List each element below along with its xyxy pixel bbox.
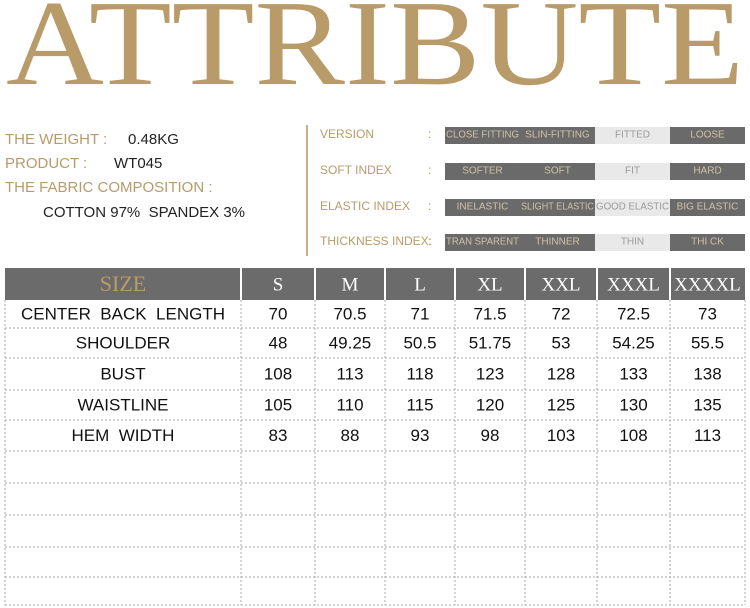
option-selected xyxy=(595,163,670,180)
attribute-label: THICKNESS INDEX: xyxy=(320,234,432,248)
cell-value: 49.25 xyxy=(329,333,372,352)
cell-value: 110 xyxy=(336,395,363,414)
row-label: CENTER BACK LENGTH xyxy=(21,304,225,323)
cell-value: 50.5 xyxy=(403,333,436,352)
option xyxy=(445,234,520,251)
cell-value: 83 xyxy=(269,426,288,445)
separator: : xyxy=(428,199,431,213)
option-label: FIT xyxy=(625,166,640,177)
cell-value: 73 xyxy=(698,304,717,323)
option xyxy=(520,127,595,144)
column-header: XL xyxy=(477,274,502,295)
info-label: THE WEIGHT : xyxy=(5,131,107,148)
option xyxy=(445,127,520,144)
cell-value: 135 xyxy=(693,395,721,414)
cell-value: 133 xyxy=(619,364,647,383)
option xyxy=(520,163,595,180)
cell-value: 72 xyxy=(552,304,571,323)
cell-value: 138 xyxy=(693,364,721,383)
cell-value: 71.5 xyxy=(473,304,506,323)
cell-value: 88 xyxy=(341,426,360,445)
separator: : xyxy=(428,234,431,248)
cell-value: 103 xyxy=(547,426,575,445)
cell-value: 115 xyxy=(406,395,433,414)
attribute-label: VERSION xyxy=(320,127,374,141)
info-value: 0.48KG xyxy=(128,131,179,148)
column-header: M xyxy=(342,274,359,295)
cell-value: 128 xyxy=(547,364,575,383)
cell-value: 70.5 xyxy=(333,304,366,323)
cell-value: 130 xyxy=(619,395,647,414)
cell-value: 113 xyxy=(336,364,363,383)
row-label: WAISTLINE xyxy=(78,395,169,414)
option-selected xyxy=(595,127,670,144)
column-header: XXXL xyxy=(607,274,660,295)
row-label: HEM WIDTH xyxy=(72,426,175,445)
column-header: SIZE xyxy=(100,271,146,296)
option-label: INELASTIC xyxy=(457,202,509,213)
option-selected xyxy=(595,199,670,216)
option-label: TRAN SPARENT xyxy=(446,237,519,248)
option xyxy=(670,234,745,251)
option-label: CLOSE FITTING xyxy=(446,130,519,141)
option xyxy=(520,234,595,251)
cell-value: 54.25 xyxy=(612,333,655,352)
cell-value: 105 xyxy=(264,395,292,414)
info-label: PRODUCT : xyxy=(5,155,87,172)
row-label: BUST xyxy=(100,364,145,383)
cell-value: 123 xyxy=(476,364,504,383)
cell-value: 118 xyxy=(406,364,433,383)
option-label: SLIN-FITTING xyxy=(525,130,590,141)
option-label: SOFTER xyxy=(462,166,503,177)
option xyxy=(670,127,745,144)
cell-value: 55.5 xyxy=(691,333,724,352)
option-label: GOOD ELASTIC xyxy=(596,202,669,213)
info-label: THE FABRIC COMPOSITION : xyxy=(5,179,213,196)
cell-value: 108 xyxy=(619,426,647,445)
option-label: SOFT xyxy=(544,166,571,177)
attribute-label: SOFT INDEX xyxy=(320,163,392,177)
separator: : xyxy=(428,127,431,141)
page-title: ATTRIBUTE xyxy=(6,0,744,111)
option xyxy=(445,199,520,216)
option xyxy=(445,163,520,180)
cell-value: 71 xyxy=(411,304,430,323)
cell-value: 53 xyxy=(552,333,571,352)
option-label: THINNER xyxy=(535,237,579,248)
column-header: S xyxy=(273,274,284,295)
option-label: LOOSE xyxy=(690,130,725,141)
attribute-label: ELASTIC INDEX xyxy=(320,199,410,213)
cell-value: 108 xyxy=(264,364,292,383)
row-label: SHOULDER xyxy=(76,333,170,352)
cell-value: 98 xyxy=(481,426,500,445)
cell-value: 93 xyxy=(411,426,430,445)
column-header: L xyxy=(414,274,426,295)
separator: : xyxy=(428,163,431,177)
option-label: THIN xyxy=(621,237,644,248)
option xyxy=(670,163,745,180)
option xyxy=(520,199,595,216)
option-label: THI CK xyxy=(691,237,724,248)
option-label: SLIGHT ELASTIC xyxy=(521,202,594,213)
cell-value: 120 xyxy=(476,395,504,414)
cell-value: 72.5 xyxy=(617,304,650,323)
option xyxy=(670,199,745,216)
cell-value: 113 xyxy=(694,426,721,445)
column-header: XXXXL xyxy=(674,274,741,295)
info-value: COTTON 97% SPANDEX 3% xyxy=(43,204,245,221)
cell-value: 48 xyxy=(269,333,288,352)
table-header-bg xyxy=(5,268,745,300)
cell-value: 70 xyxy=(269,304,288,323)
info-value: WT045 xyxy=(114,155,162,172)
option-label: BIG ELASTIC xyxy=(677,202,739,213)
cell-value: 51.75 xyxy=(469,333,512,352)
cell-value: 125 xyxy=(547,395,575,414)
option-label: HARD xyxy=(693,166,721,177)
option-selected xyxy=(595,234,670,251)
column-header: XXL xyxy=(541,274,580,295)
option-label: FITTED xyxy=(615,130,650,141)
